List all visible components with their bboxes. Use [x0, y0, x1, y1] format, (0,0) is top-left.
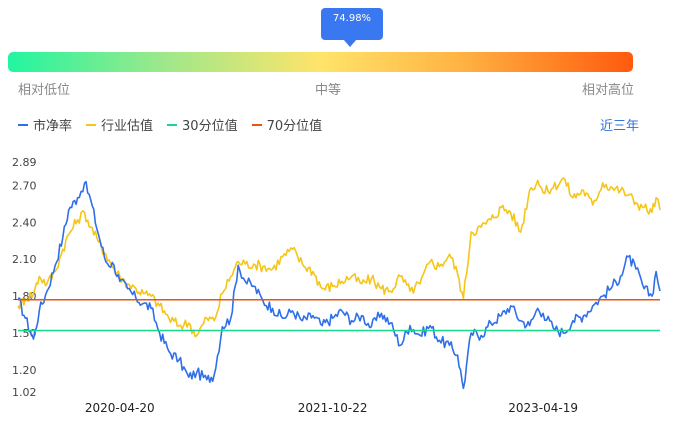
gauge-high-label: 相对高位: [582, 83, 635, 98]
y-tick-label: 2.70: [12, 179, 37, 192]
legend-swatch-p30: [167, 123, 178, 126]
legend-item-industry[interactable]: 行业估值: [86, 115, 153, 134]
percentile-tooltip: 74.98%: [321, 8, 383, 47]
legend-label-p30: 30分位值: [182, 119, 238, 134]
x-axis: 2020-04-20 2021-10-22 2023-04-19: [85, 401, 578, 415]
y-axis: 2.892.702.402.101.801.501.201.02: [12, 156, 37, 399]
legend-label-pb: 市净率: [33, 119, 73, 134]
x-tick-label: 2020-04-20: [85, 401, 155, 415]
series-line-industry: [17, 177, 661, 338]
x-tick-label: 2023-04-19: [508, 401, 578, 415]
legend-swatch-pb: [18, 123, 28, 126]
legend-item-p70[interactable]: 70分位值: [251, 115, 323, 134]
y-tick-label: 2.40: [12, 216, 37, 229]
series-line-pb: [17, 180, 661, 390]
period-selector[interactable]: 近三年: [600, 119, 640, 134]
legend-label-p70: 70分位值: [266, 119, 323, 134]
legend-swatch-industry: [86, 123, 97, 126]
y-tick-label: 1.02: [12, 386, 37, 399]
legend-item-p30[interactable]: 30分位值: [167, 115, 238, 134]
gauge-low-label: 相对低位: [18, 83, 71, 98]
reference-lines: [18, 298, 660, 332]
y-tick-label: 2.10: [12, 253, 37, 266]
chart-legend: 市净率 行业估值 30分位值 70分位值: [18, 115, 336, 134]
y-tick-label: 1.20: [12, 364, 37, 377]
legend-item-pb[interactable]: 市净率: [18, 115, 72, 134]
valuation-gauge-bar: [8, 52, 633, 72]
gauge-mid-label: 中等: [315, 83, 342, 98]
legend-label-industry: 行业估值: [101, 119, 154, 134]
series-group: [17, 177, 661, 390]
x-tick-label: 2021-10-22: [298, 401, 368, 415]
legend-swatch-p70: [251, 123, 262, 126]
y-tick-label: 2.89: [12, 156, 37, 169]
